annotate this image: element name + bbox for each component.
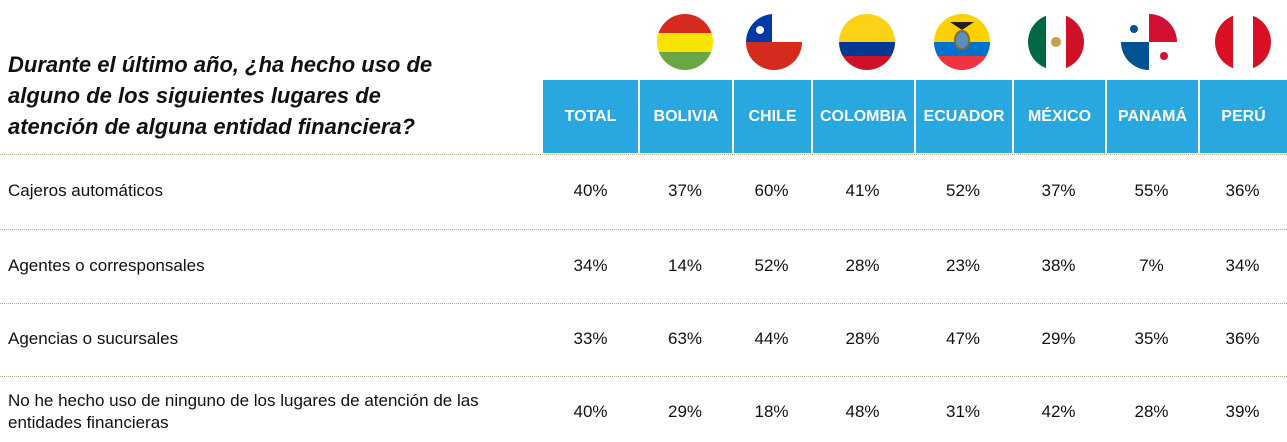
question-title: atención de alguna entidad financiera? bbox=[8, 114, 416, 139]
row-separator bbox=[0, 154, 1287, 155]
column-header: BOLIVIA bbox=[638, 80, 732, 153]
question-title: Durante el último año, ¿ha hecho uso de bbox=[8, 52, 433, 77]
row-separator bbox=[0, 376, 1287, 377]
column-header: ECUADOR bbox=[914, 80, 1012, 153]
question-title: alguno de los siguientes lugares de bbox=[8, 83, 381, 108]
cell-value: 40% bbox=[573, 402, 608, 421]
cell-value: 52% bbox=[945, 181, 981, 200]
cell-value: 23% bbox=[945, 256, 981, 275]
cell-value: 38% bbox=[1041, 256, 1076, 275]
cell-value: 48% bbox=[845, 402, 880, 421]
cell-value: 40% bbox=[573, 181, 608, 200]
flag-chile bbox=[746, 14, 802, 70]
row-label: No he hecho uso de ninguno de los lugare… bbox=[8, 391, 479, 432]
flags bbox=[657, 14, 1271, 70]
cell-value: 28% bbox=[845, 329, 880, 348]
cell-value: 55% bbox=[1134, 181, 1169, 200]
column-header: TOTAL bbox=[564, 108, 617, 125]
cell-value: 28% bbox=[1134, 402, 1169, 421]
row-label: Agentes o corresponsales bbox=[8, 256, 205, 275]
cell-value: 36% bbox=[1225, 181, 1260, 200]
row-separator bbox=[0, 229, 1287, 230]
column-header: PANAMÁ bbox=[1105, 80, 1198, 153]
row-label: Cajeros automáticos bbox=[8, 181, 163, 200]
column-header: PERÚ bbox=[1198, 80, 1287, 153]
cell-value: 41% bbox=[845, 181, 880, 200]
column-header: COLOMBIA bbox=[811, 80, 914, 153]
cell-value: 28% bbox=[845, 256, 880, 275]
cell-value: 42% bbox=[1041, 402, 1076, 421]
cell-value: 47% bbox=[945, 329, 981, 348]
flag-bolivia bbox=[657, 14, 713, 70]
cell-value: 14% bbox=[667, 256, 703, 275]
cell-value: 39% bbox=[1225, 402, 1260, 421]
cell-value: 29% bbox=[667, 402, 703, 421]
cell-value: 31% bbox=[945, 402, 981, 421]
cell-value: 63% bbox=[667, 329, 703, 348]
flag-mexico bbox=[1028, 14, 1084, 70]
cell-value: 44% bbox=[754, 329, 789, 348]
cell-value: 52% bbox=[754, 256, 789, 275]
cell-value: 60% bbox=[754, 181, 789, 200]
flag-colombia bbox=[839, 14, 895, 70]
cell-value: 7% bbox=[1139, 256, 1164, 275]
column-header: CHILE bbox=[732, 80, 811, 153]
cell-value: 18% bbox=[754, 402, 789, 421]
row-label: Agencias o sucursales bbox=[8, 329, 179, 348]
cell-value: 36% bbox=[1225, 329, 1260, 348]
row-separator bbox=[0, 303, 1287, 304]
cell-value: 34% bbox=[573, 256, 608, 275]
column-header: MÉXICO bbox=[1012, 80, 1105, 153]
cell-value: 37% bbox=[1041, 181, 1076, 200]
flag-ecuador bbox=[934, 14, 990, 70]
cell-value: 33% bbox=[573, 329, 608, 348]
cell-value: 35% bbox=[1134, 329, 1169, 348]
cell-value: 29% bbox=[1041, 329, 1076, 348]
cell-value: 37% bbox=[667, 181, 703, 200]
flag-panama bbox=[1121, 14, 1177, 70]
flag-peru bbox=[1215, 14, 1271, 70]
cell-value: 34% bbox=[1225, 256, 1260, 275]
